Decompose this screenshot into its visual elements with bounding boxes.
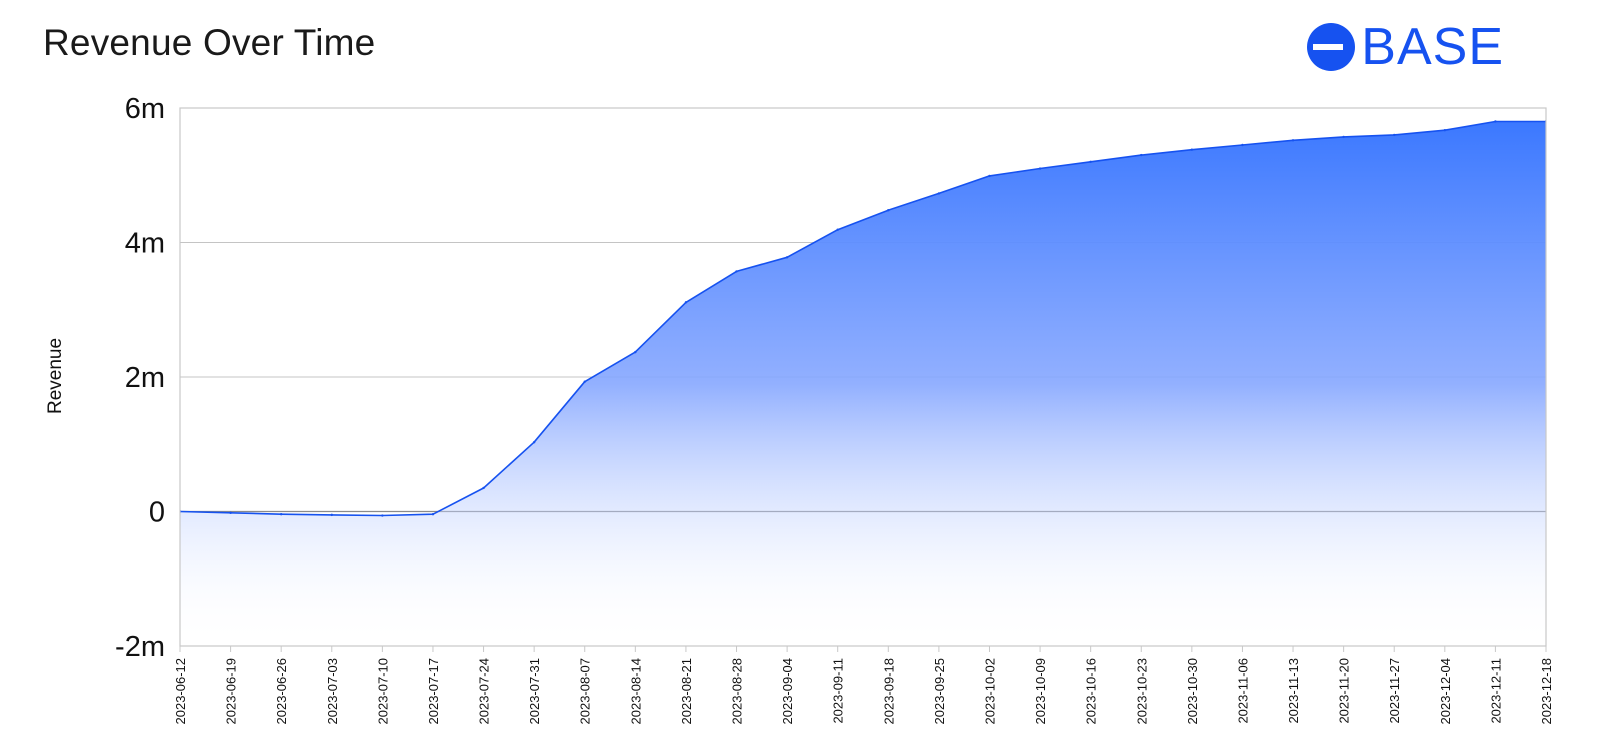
x-tick-label: 2023-07-24 xyxy=(477,658,492,725)
data-point xyxy=(1241,143,1244,147)
data-point xyxy=(482,486,485,490)
y-tick-label: 6m xyxy=(125,93,165,125)
data-point xyxy=(1038,167,1042,170)
data-point xyxy=(887,209,890,212)
x-tick-label: 2023-06-26 xyxy=(274,658,289,725)
x-tick-label: 2023-12-04 xyxy=(1438,658,1453,725)
data-point xyxy=(1089,160,1092,163)
x-tick-label: 2023-12-18 xyxy=(1539,658,1554,725)
y-tick-label: 4m xyxy=(125,228,165,260)
x-tick-label: 2023-06-19 xyxy=(224,658,239,725)
x-tick-label: 2023-10-30 xyxy=(1185,658,1200,725)
revenue-line xyxy=(180,120,1546,517)
x-tick-label: 2023-08-07 xyxy=(578,658,593,725)
x-tick-label: 2023-09-18 xyxy=(881,658,896,725)
data-point xyxy=(1393,133,1396,137)
data-point xyxy=(836,228,839,231)
data-point xyxy=(279,512,283,516)
x-tick-label: 2023-10-23 xyxy=(1134,658,1149,725)
x-tick-label: 2023-07-03 xyxy=(325,658,340,725)
data-point xyxy=(583,380,586,383)
x-tick-label: 2023-08-28 xyxy=(730,658,745,725)
data-point xyxy=(684,301,688,304)
x-tick-label: 2023-12-11 xyxy=(1488,658,1503,724)
base-logo-icon xyxy=(1307,23,1356,71)
x-tick-label: 2023-11-20 xyxy=(1337,658,1352,724)
x-tick-label: 2023-11-06 xyxy=(1235,658,1250,724)
data-point xyxy=(532,441,536,444)
x-tick-label: 2023-10-02 xyxy=(982,658,997,725)
brand-name: BASE xyxy=(1361,18,1504,76)
y-tick-label: 0 xyxy=(149,497,165,529)
plot-frame xyxy=(179,107,1547,647)
data-point xyxy=(1443,128,1447,132)
x-tick-label: 2023-07-31 xyxy=(527,658,542,725)
data-point xyxy=(1140,153,1143,157)
y-axis-ticks: -2m 0 2m 4m 6m xyxy=(115,93,165,663)
data-point xyxy=(431,512,435,516)
data-point xyxy=(1190,148,1194,151)
chart-title: Revenue Over Time xyxy=(43,22,376,63)
x-tick-label: 2023-08-14 xyxy=(628,658,643,725)
x-tick-label: 2023-10-09 xyxy=(1033,658,1048,725)
x-tick-label: 2023-06-12 xyxy=(173,658,188,725)
data-point xyxy=(1291,139,1295,142)
data-point xyxy=(735,270,738,273)
data-point xyxy=(1494,120,1497,123)
data-point xyxy=(229,511,232,515)
brand-logo: BASE xyxy=(1307,20,1504,74)
data-point xyxy=(634,350,637,354)
x-tick-label: 2023-07-10 xyxy=(375,658,390,725)
data-point xyxy=(988,174,991,178)
x-axis-ticks: 2023-06-12 2023-06-19 2023-06-26 2023-07-03… xyxy=(173,646,1554,725)
x-tick-label: 2023-09-04 xyxy=(780,658,795,725)
revenue-area xyxy=(180,121,1546,646)
x-tick-label: 2023-11-13 xyxy=(1286,658,1301,724)
x-tick-label: 2023-09-11 xyxy=(831,658,846,724)
data-point xyxy=(937,192,941,195)
x-tick-label: 2023-08-21 xyxy=(679,658,694,725)
x-tick-label: 2023-10-16 xyxy=(1084,658,1099,725)
x-tick-label: 2023-11-27 xyxy=(1387,658,1402,724)
data-point xyxy=(1342,135,1345,139)
x-tick-label: 2023-09-25 xyxy=(932,658,947,725)
data-point xyxy=(381,514,384,517)
y-tick-label: -2m xyxy=(115,631,165,663)
y-tick-label: 2m xyxy=(125,362,165,394)
data-point xyxy=(330,513,333,517)
data-point xyxy=(785,256,789,259)
x-tick-label: 2023-07-17 xyxy=(426,658,441,725)
y-axis-label: Revenue xyxy=(45,338,66,414)
